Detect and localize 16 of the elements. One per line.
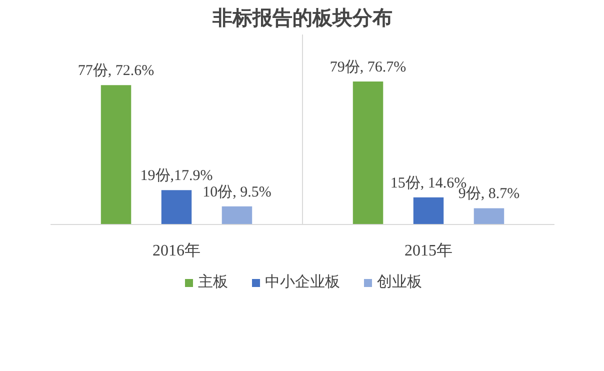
bar — [161, 190, 192, 224]
bar — [100, 85, 132, 224]
bar — [352, 82, 384, 224]
legend-label: 中小企业板 — [265, 272, 340, 292]
bar — [474, 208, 504, 224]
x-tick-label: 2016年 — [152, 242, 200, 260]
x-tick-label: 2015年 — [404, 242, 452, 260]
data-label: 10份, 9.5% — [202, 184, 272, 200]
chart-title: 非标报告的板块分布 — [212, 6, 392, 30]
bar — [222, 206, 252, 224]
data-label: 77份, 72.6% — [78, 63, 154, 80]
data-label: 19份,17.9% — [140, 168, 213, 184]
data-label: 79份, 76.7% — [330, 60, 406, 76]
bar — [413, 197, 444, 224]
legend-label: 主板 — [198, 272, 228, 292]
legend-label: 创业板 — [377, 272, 422, 292]
